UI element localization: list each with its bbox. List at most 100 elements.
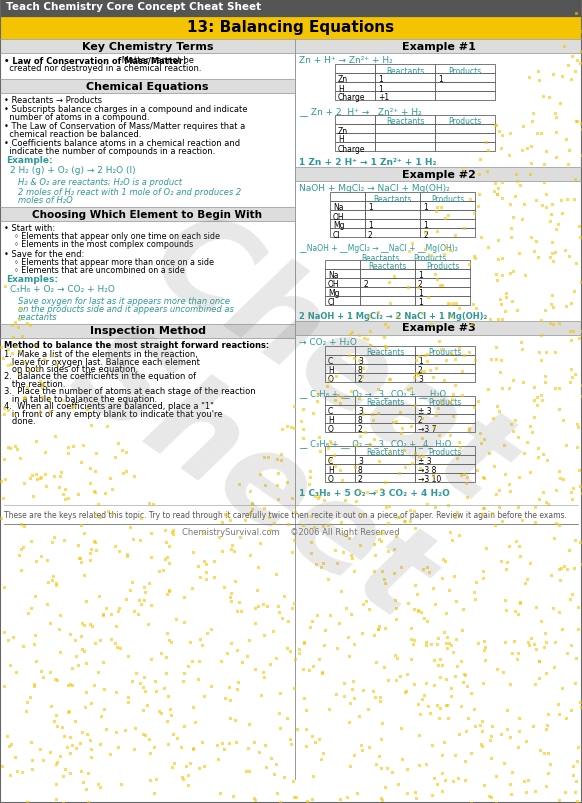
Bar bbox=[449, 250, 452, 253]
Bar bbox=[449, 434, 452, 437]
Bar bbox=[498, 490, 501, 493]
Bar bbox=[15, 345, 17, 349]
Bar bbox=[443, 631, 446, 634]
Bar bbox=[495, 274, 498, 276]
Bar bbox=[447, 302, 450, 305]
Bar bbox=[322, 525, 325, 528]
Bar bbox=[495, 775, 498, 777]
Bar bbox=[523, 203, 526, 206]
Bar bbox=[552, 324, 555, 327]
Bar bbox=[33, 643, 36, 646]
Bar bbox=[528, 76, 531, 79]
Bar bbox=[306, 709, 308, 712]
Bar bbox=[99, 516, 102, 520]
Bar bbox=[571, 34, 574, 37]
Bar bbox=[483, 649, 486, 652]
Bar bbox=[166, 633, 169, 635]
Bar bbox=[302, 428, 305, 431]
Bar bbox=[44, 451, 47, 454]
Bar bbox=[545, 151, 548, 154]
Bar bbox=[205, 571, 208, 574]
Bar bbox=[55, 364, 58, 367]
Bar bbox=[120, 450, 124, 453]
Bar bbox=[538, 79, 541, 83]
Bar bbox=[93, 540, 96, 544]
Bar bbox=[309, 471, 313, 474]
Bar bbox=[306, 801, 309, 803]
Bar bbox=[314, 495, 317, 499]
Bar bbox=[445, 247, 448, 250]
Bar bbox=[578, 226, 581, 229]
Bar bbox=[248, 639, 251, 642]
Bar bbox=[480, 237, 484, 240]
Bar bbox=[415, 270, 470, 279]
Bar bbox=[124, 729, 127, 732]
Bar bbox=[340, 590, 343, 593]
Bar bbox=[434, 777, 436, 780]
Bar bbox=[499, 148, 503, 151]
Text: Example #3: Example #3 bbox=[402, 323, 475, 333]
Text: ◦ Elements that are uncombined on a side: ◦ Elements that are uncombined on a side bbox=[14, 266, 184, 275]
Bar bbox=[554, 112, 557, 116]
Bar bbox=[0, 80, 295, 94]
Bar bbox=[297, 652, 300, 654]
Bar bbox=[423, 455, 425, 459]
Bar bbox=[537, 397, 540, 399]
Text: H: H bbox=[328, 416, 333, 425]
Text: • Law of Conservation of Mass/Matter:: • Law of Conservation of Mass/Matter: bbox=[4, 56, 186, 65]
Bar bbox=[552, 294, 555, 297]
Bar bbox=[120, 784, 123, 786]
Bar bbox=[421, 418, 424, 420]
Bar bbox=[482, 477, 485, 480]
Bar bbox=[102, 613, 105, 617]
Bar bbox=[415, 464, 475, 474]
Bar bbox=[58, 629, 61, 632]
Bar bbox=[56, 679, 59, 683]
Bar bbox=[558, 713, 561, 715]
Bar bbox=[545, 501, 548, 504]
Bar bbox=[26, 386, 29, 389]
Bar bbox=[475, 581, 478, 584]
Bar bbox=[325, 261, 360, 270]
Text: Products: Products bbox=[428, 398, 462, 407]
Bar bbox=[266, 605, 269, 608]
Bar bbox=[347, 636, 350, 639]
Bar bbox=[325, 287, 360, 296]
Bar bbox=[520, 342, 523, 345]
Bar bbox=[395, 420, 398, 423]
Bar bbox=[14, 756, 17, 759]
Bar bbox=[441, 772, 444, 776]
Bar bbox=[445, 642, 448, 645]
Bar bbox=[378, 461, 381, 464]
Bar bbox=[477, 642, 480, 645]
Bar bbox=[421, 698, 424, 701]
Bar bbox=[78, 557, 81, 560]
Bar bbox=[377, 389, 380, 391]
Bar bbox=[89, 552, 92, 555]
Bar bbox=[518, 730, 521, 732]
Bar bbox=[0, 40, 295, 54]
Bar bbox=[2, 407, 6, 410]
Bar bbox=[432, 587, 435, 590]
Bar bbox=[330, 202, 365, 210]
Text: 8: 8 bbox=[358, 466, 363, 475]
Bar bbox=[358, 398, 361, 401]
Bar bbox=[355, 397, 415, 406]
Bar bbox=[0, 18, 582, 40]
Bar bbox=[497, 319, 500, 322]
Bar bbox=[109, 477, 112, 480]
Bar bbox=[293, 602, 296, 605]
Bar bbox=[479, 433, 482, 436]
Bar bbox=[69, 752, 72, 756]
Bar bbox=[527, 780, 530, 782]
Bar bbox=[118, 550, 121, 553]
Bar bbox=[10, 364, 13, 367]
Bar bbox=[575, 13, 578, 16]
Bar bbox=[534, 507, 537, 510]
Bar bbox=[470, 802, 473, 803]
Bar bbox=[537, 456, 540, 459]
Bar bbox=[39, 748, 42, 751]
Bar bbox=[549, 221, 552, 224]
Bar bbox=[26, 801, 29, 803]
Bar bbox=[567, 164, 570, 167]
